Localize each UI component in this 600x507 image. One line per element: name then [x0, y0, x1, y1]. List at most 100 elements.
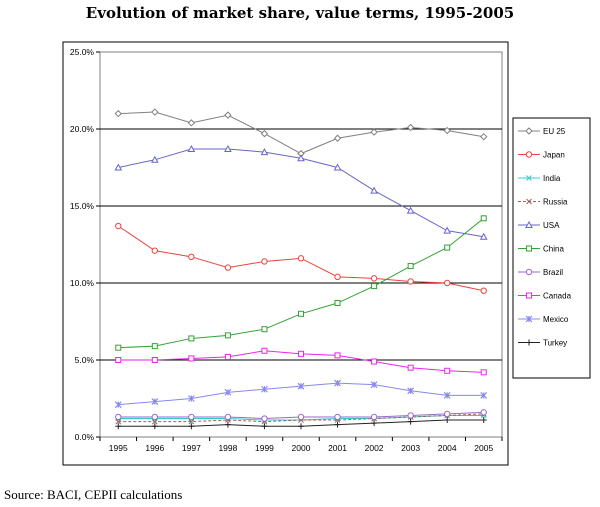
series-turkey — [115, 417, 487, 430]
x-tick-label: 1996 — [145, 443, 164, 453]
legend-item-japan: Japan — [518, 151, 565, 160]
data-point — [334, 300, 341, 307]
legend-item-canada: Canada — [518, 292, 572, 301]
data-point — [297, 382, 305, 390]
data-point — [297, 413, 305, 421]
data-point — [334, 379, 341, 387]
x-tick-label: 2005 — [474, 443, 493, 453]
data-point — [261, 258, 268, 265]
x-tick-label: 1997 — [182, 443, 201, 453]
data-point — [224, 111, 232, 119]
data-point — [407, 387, 415, 395]
legend-label: Brazil — [543, 268, 563, 277]
data-point — [370, 186, 378, 194]
x-tick-label: 1999 — [255, 443, 274, 453]
legend-item-mexico: Mexico — [518, 315, 569, 324]
data-point — [480, 132, 488, 141]
data-point — [151, 398, 159, 406]
data-point — [334, 413, 341, 421]
data-point — [188, 418, 195, 425]
x-tick-label: 2004 — [438, 443, 457, 453]
legend: EU 25 Japan India Russia USA China Brazil Canad… — [518, 127, 572, 348]
data-point — [297, 255, 305, 262]
series-usa — [114, 144, 488, 240]
data-point — [333, 134, 342, 142]
data-point — [480, 287, 487, 294]
series-canada — [115, 347, 487, 376]
x-axis: 1995 1996 1997 1998 1999 2000 2001 2002 2003 2004… — [99, 437, 503, 453]
legend-item-china: China — [518, 245, 564, 254]
data-point — [298, 350, 304, 357]
series-china — [115, 215, 487, 351]
data-point — [187, 395, 195, 402]
data-point — [371, 420, 378, 427]
data-point — [115, 357, 122, 363]
data-point — [443, 391, 451, 399]
y-axis: 0.0% 5.0% 10.0% 15.0% 20.0% 25.0% — [70, 47, 100, 442]
gridlines — [100, 128, 502, 361]
legend-label: Turkey — [543, 339, 567, 348]
data-point — [334, 421, 341, 428]
data-point — [151, 357, 158, 363]
data-point — [480, 369, 487, 376]
data-point — [407, 412, 414, 419]
legend-label: USA — [543, 221, 560, 230]
x-tick-label: 2000 — [292, 443, 311, 453]
legend-marker — [525, 315, 533, 323]
data-point — [370, 128, 378, 136]
x-tick-label: 2001 — [328, 443, 347, 453]
legend-item-india: India — [518, 174, 561, 183]
data-point — [151, 108, 159, 116]
data-point — [480, 417, 487, 424]
series-brazil — [115, 409, 487, 422]
data-point — [406, 206, 415, 214]
legend-marker — [525, 151, 533, 158]
data-point — [115, 423, 122, 430]
data-point — [150, 155, 159, 163]
data-point — [443, 126, 451, 135]
legend-marker — [525, 220, 533, 228]
legend-marker — [526, 339, 532, 346]
data-point — [224, 421, 231, 428]
data-point — [480, 391, 488, 399]
legend-item-usa: USA — [518, 220, 560, 230]
data-point — [224, 388, 232, 396]
data-point — [261, 415, 268, 422]
chart-outer-frame — [62, 41, 509, 466]
legend-item-russia: Russia — [518, 198, 568, 207]
data-point — [444, 244, 451, 251]
legend-label: Russia — [543, 198, 568, 207]
data-point — [370, 413, 378, 421]
source-note: Source: BACI, CEPII calculations — [4, 487, 183, 502]
legend-marker — [526, 198, 532, 205]
data-point — [480, 409, 487, 416]
data-point — [261, 423, 268, 430]
data-point — [188, 413, 195, 421]
legend-item-eu-25: EU 25 — [518, 127, 566, 136]
data-point — [114, 163, 123, 171]
legend-marker — [525, 127, 533, 135]
data-point — [407, 263, 414, 270]
data-point — [480, 215, 487, 222]
data-point — [479, 232, 488, 240]
legend-marker — [526, 175, 532, 181]
data-point — [224, 144, 232, 153]
x-tick-label: 1995 — [109, 443, 128, 453]
data-point — [371, 358, 378, 365]
series-mexico — [114, 379, 488, 409]
data-point — [187, 144, 196, 153]
data-point — [333, 163, 342, 171]
y-tick-label: 0.0% — [75, 432, 95, 442]
data-point — [407, 278, 414, 285]
data-point — [297, 154, 305, 162]
series-eu-25 — [114, 108, 488, 158]
data-point — [370, 275, 378, 282]
data-point — [261, 326, 268, 333]
data-point — [298, 423, 304, 430]
data-point — [188, 423, 195, 430]
data-point — [115, 413, 122, 421]
legend-label: China — [543, 245, 564, 254]
x-tick-label: 2003 — [401, 443, 420, 453]
data-point — [334, 273, 341, 281]
